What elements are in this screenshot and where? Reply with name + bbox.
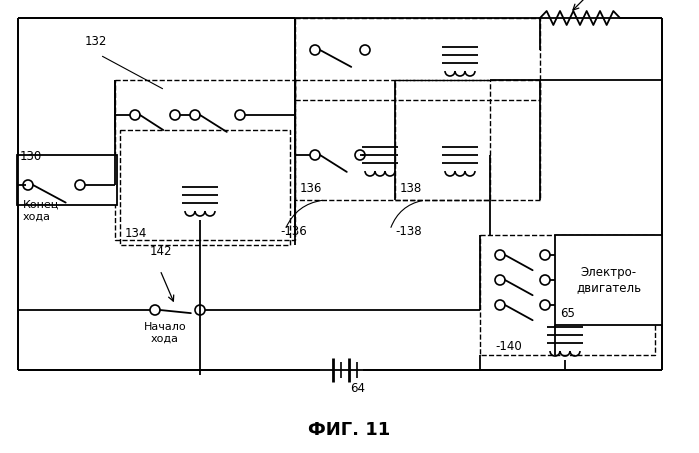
Bar xyxy=(120,130,290,245)
Text: 130: 130 xyxy=(20,150,42,163)
Text: 132: 132 xyxy=(85,35,108,48)
Bar xyxy=(17,155,117,205)
Bar xyxy=(395,80,540,200)
Text: ФИГ. 11: ФИГ. 11 xyxy=(308,421,390,439)
Text: Начало
хода: Начало хода xyxy=(144,322,187,343)
Text: 136: 136 xyxy=(300,182,322,195)
Text: -136: -136 xyxy=(280,225,307,238)
Bar xyxy=(295,80,490,200)
Text: -140: -140 xyxy=(495,340,521,353)
Text: Конец
хода: Конец хода xyxy=(23,200,59,222)
Bar xyxy=(480,235,655,355)
Text: -138: -138 xyxy=(395,225,421,238)
Text: 64: 64 xyxy=(350,382,365,395)
Text: 134: 134 xyxy=(125,227,147,240)
Text: 65: 65 xyxy=(560,307,575,320)
Text: Электро-
двигатель: Электро- двигатель xyxy=(576,266,641,294)
Bar xyxy=(115,80,295,240)
Bar xyxy=(295,18,540,100)
Text: 138: 138 xyxy=(400,182,422,195)
Bar xyxy=(555,235,662,325)
Text: 142: 142 xyxy=(150,245,173,258)
